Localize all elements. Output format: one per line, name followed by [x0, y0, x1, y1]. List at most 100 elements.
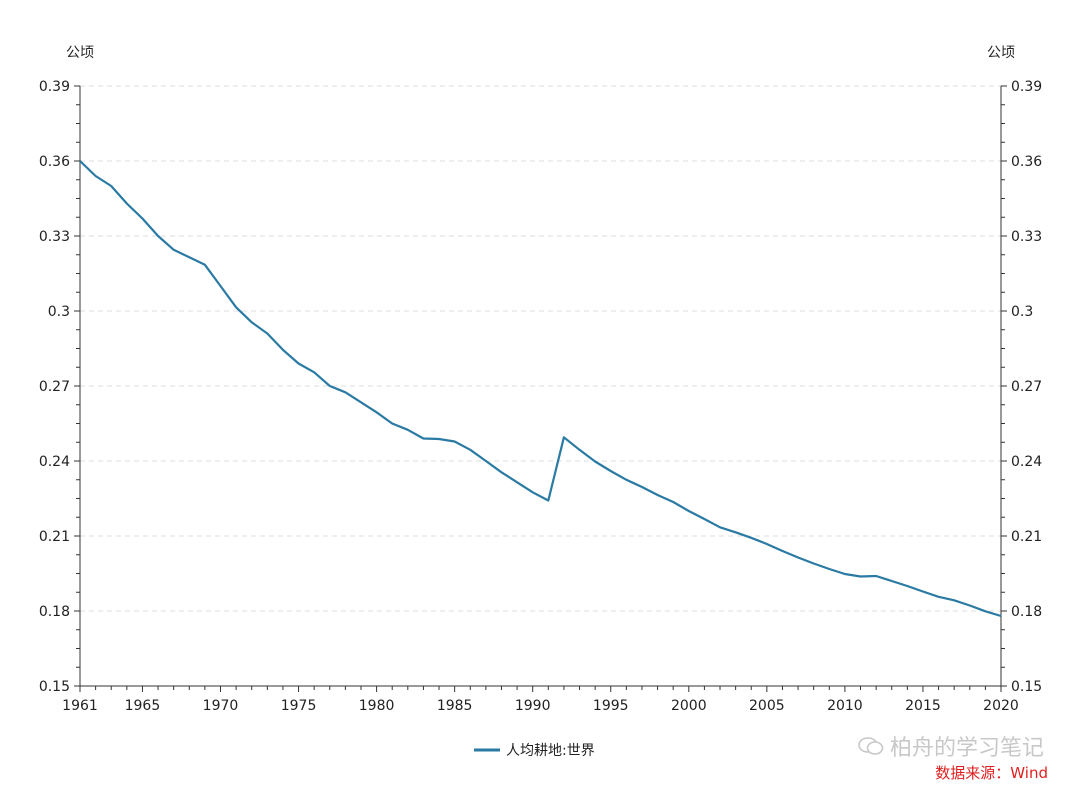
data-point	[906, 585, 908, 587]
data-point	[984, 610, 986, 612]
data-point	[532, 491, 534, 493]
data-point	[938, 596, 940, 598]
y-tick-label-left: 0.27	[39, 379, 70, 395]
data-point	[500, 471, 502, 473]
y-tick-label-right: 0.39	[1011, 79, 1042, 95]
watermark-text: 柏舟的学习笔记	[889, 736, 1044, 761]
y-tick-label-left: 0.39	[39, 79, 70, 95]
data-point	[922, 591, 924, 593]
wechat-icon	[858, 737, 884, 755]
data-point	[141, 218, 143, 220]
watermark: 柏舟的学习笔记	[858, 730, 1044, 762]
data-point	[641, 486, 643, 488]
y-axis-right-ticks: 0.15 0.18 0.21 0.24 0.27 0.3 0.33 0.36 0.39	[1001, 79, 1042, 695]
y-axis-left-ticks: 0.15 0.18 0.21 0.24 0.27 0.3 0.33 0.36 0.39	[39, 79, 80, 695]
data-point	[688, 510, 690, 512]
data-point	[188, 256, 190, 258]
data-point	[235, 306, 237, 308]
y-tick-label-left: 0.33	[39, 229, 70, 245]
data-point	[610, 470, 612, 472]
legend[interactable]: 人均耕地:世界	[474, 742, 595, 759]
data-point	[360, 401, 362, 403]
y-tick-label-right: 0.36	[1011, 154, 1042, 170]
y-tick-label-right: 0.21	[1011, 529, 1042, 545]
gridlines	[80, 85, 1001, 612]
data-point	[485, 460, 487, 462]
data-point	[516, 481, 518, 483]
x-tick-label: 1970	[203, 698, 239, 714]
data-point	[251, 321, 253, 323]
data-point	[298, 363, 300, 365]
y-tick-label-right: 0.27	[1011, 379, 1042, 395]
data-point	[735, 531, 737, 533]
y-tick-label-right: 0.24	[1011, 454, 1042, 470]
data-point	[766, 543, 768, 545]
data-point	[391, 423, 393, 425]
data-point	[813, 563, 815, 565]
x-axis-ticks: 1961 1965 1970 1975 1980 1985 1990 1995 2000 2005…	[62, 686, 1019, 714]
x-tick-label: 2005	[749, 698, 785, 714]
x-tick-label: 2010	[827, 698, 863, 714]
data-point	[860, 576, 862, 578]
data-point	[219, 285, 221, 287]
x-tick-label: 1985	[437, 698, 473, 714]
data-point	[844, 573, 846, 575]
data-point	[173, 249, 175, 251]
data-point	[797, 557, 799, 559]
data-point	[594, 461, 596, 463]
legend-label: 人均耕地:世界	[506, 742, 595, 759]
y-tick-label-left: 0.3	[48, 304, 70, 320]
x-tick-label: 2000	[671, 698, 707, 714]
y-axis-left-unit: 公顷	[66, 45, 94, 61]
data-point	[703, 518, 705, 520]
data-point	[875, 575, 877, 577]
data-point	[438, 438, 440, 440]
data-point	[563, 436, 565, 438]
data-point	[266, 333, 268, 335]
data-point	[625, 479, 627, 481]
x-tick-label: 1965	[125, 698, 161, 714]
data-point	[110, 185, 112, 187]
data-point	[282, 349, 284, 351]
data-point	[781, 550, 783, 552]
x-tick-label: 1995	[593, 698, 629, 714]
x-tick-label: 2020	[983, 698, 1019, 714]
data-point	[95, 175, 97, 177]
data-point	[422, 438, 424, 440]
series-layer	[79, 160, 1002, 618]
y-tick-label-right: 0.33	[1011, 229, 1042, 245]
data-point	[750, 537, 752, 539]
x-tick-label: 1980	[359, 698, 395, 714]
data-point	[79, 160, 81, 162]
data-point	[313, 371, 315, 373]
y-tick-label-right: 0.18	[1011, 604, 1042, 620]
data-point	[126, 203, 128, 205]
y-axis-right-unit: 公顷	[987, 45, 1015, 61]
data-point	[672, 501, 674, 503]
x-tick-label: 1990	[515, 698, 551, 714]
source-note: 数据来源：Wind	[935, 764, 1048, 782]
y-tick-label-right: 0.3	[1011, 304, 1033, 320]
y-tick-label-left: 0.24	[39, 454, 70, 470]
data-point	[376, 411, 378, 413]
y-tick-label-left: 0.15	[39, 679, 70, 695]
series-line	[79, 160, 1002, 618]
x-tick-label: 2015	[905, 698, 941, 714]
data-point	[828, 568, 830, 570]
data-point	[969, 605, 971, 607]
data-point	[657, 494, 659, 496]
data-point	[204, 264, 206, 266]
y-tick-label-left: 0.21	[39, 529, 70, 545]
y-tick-label-left: 0.18	[39, 604, 70, 620]
x-tick-label: 1975	[281, 698, 317, 714]
data-point	[953, 599, 955, 601]
data-point	[579, 449, 581, 451]
data-point	[547, 500, 549, 502]
data-point	[157, 235, 159, 237]
data-point	[891, 580, 893, 582]
y-tick-label-left: 0.36	[39, 154, 70, 170]
data-point	[344, 391, 346, 393]
data-point	[469, 449, 471, 451]
data-point	[454, 441, 456, 443]
